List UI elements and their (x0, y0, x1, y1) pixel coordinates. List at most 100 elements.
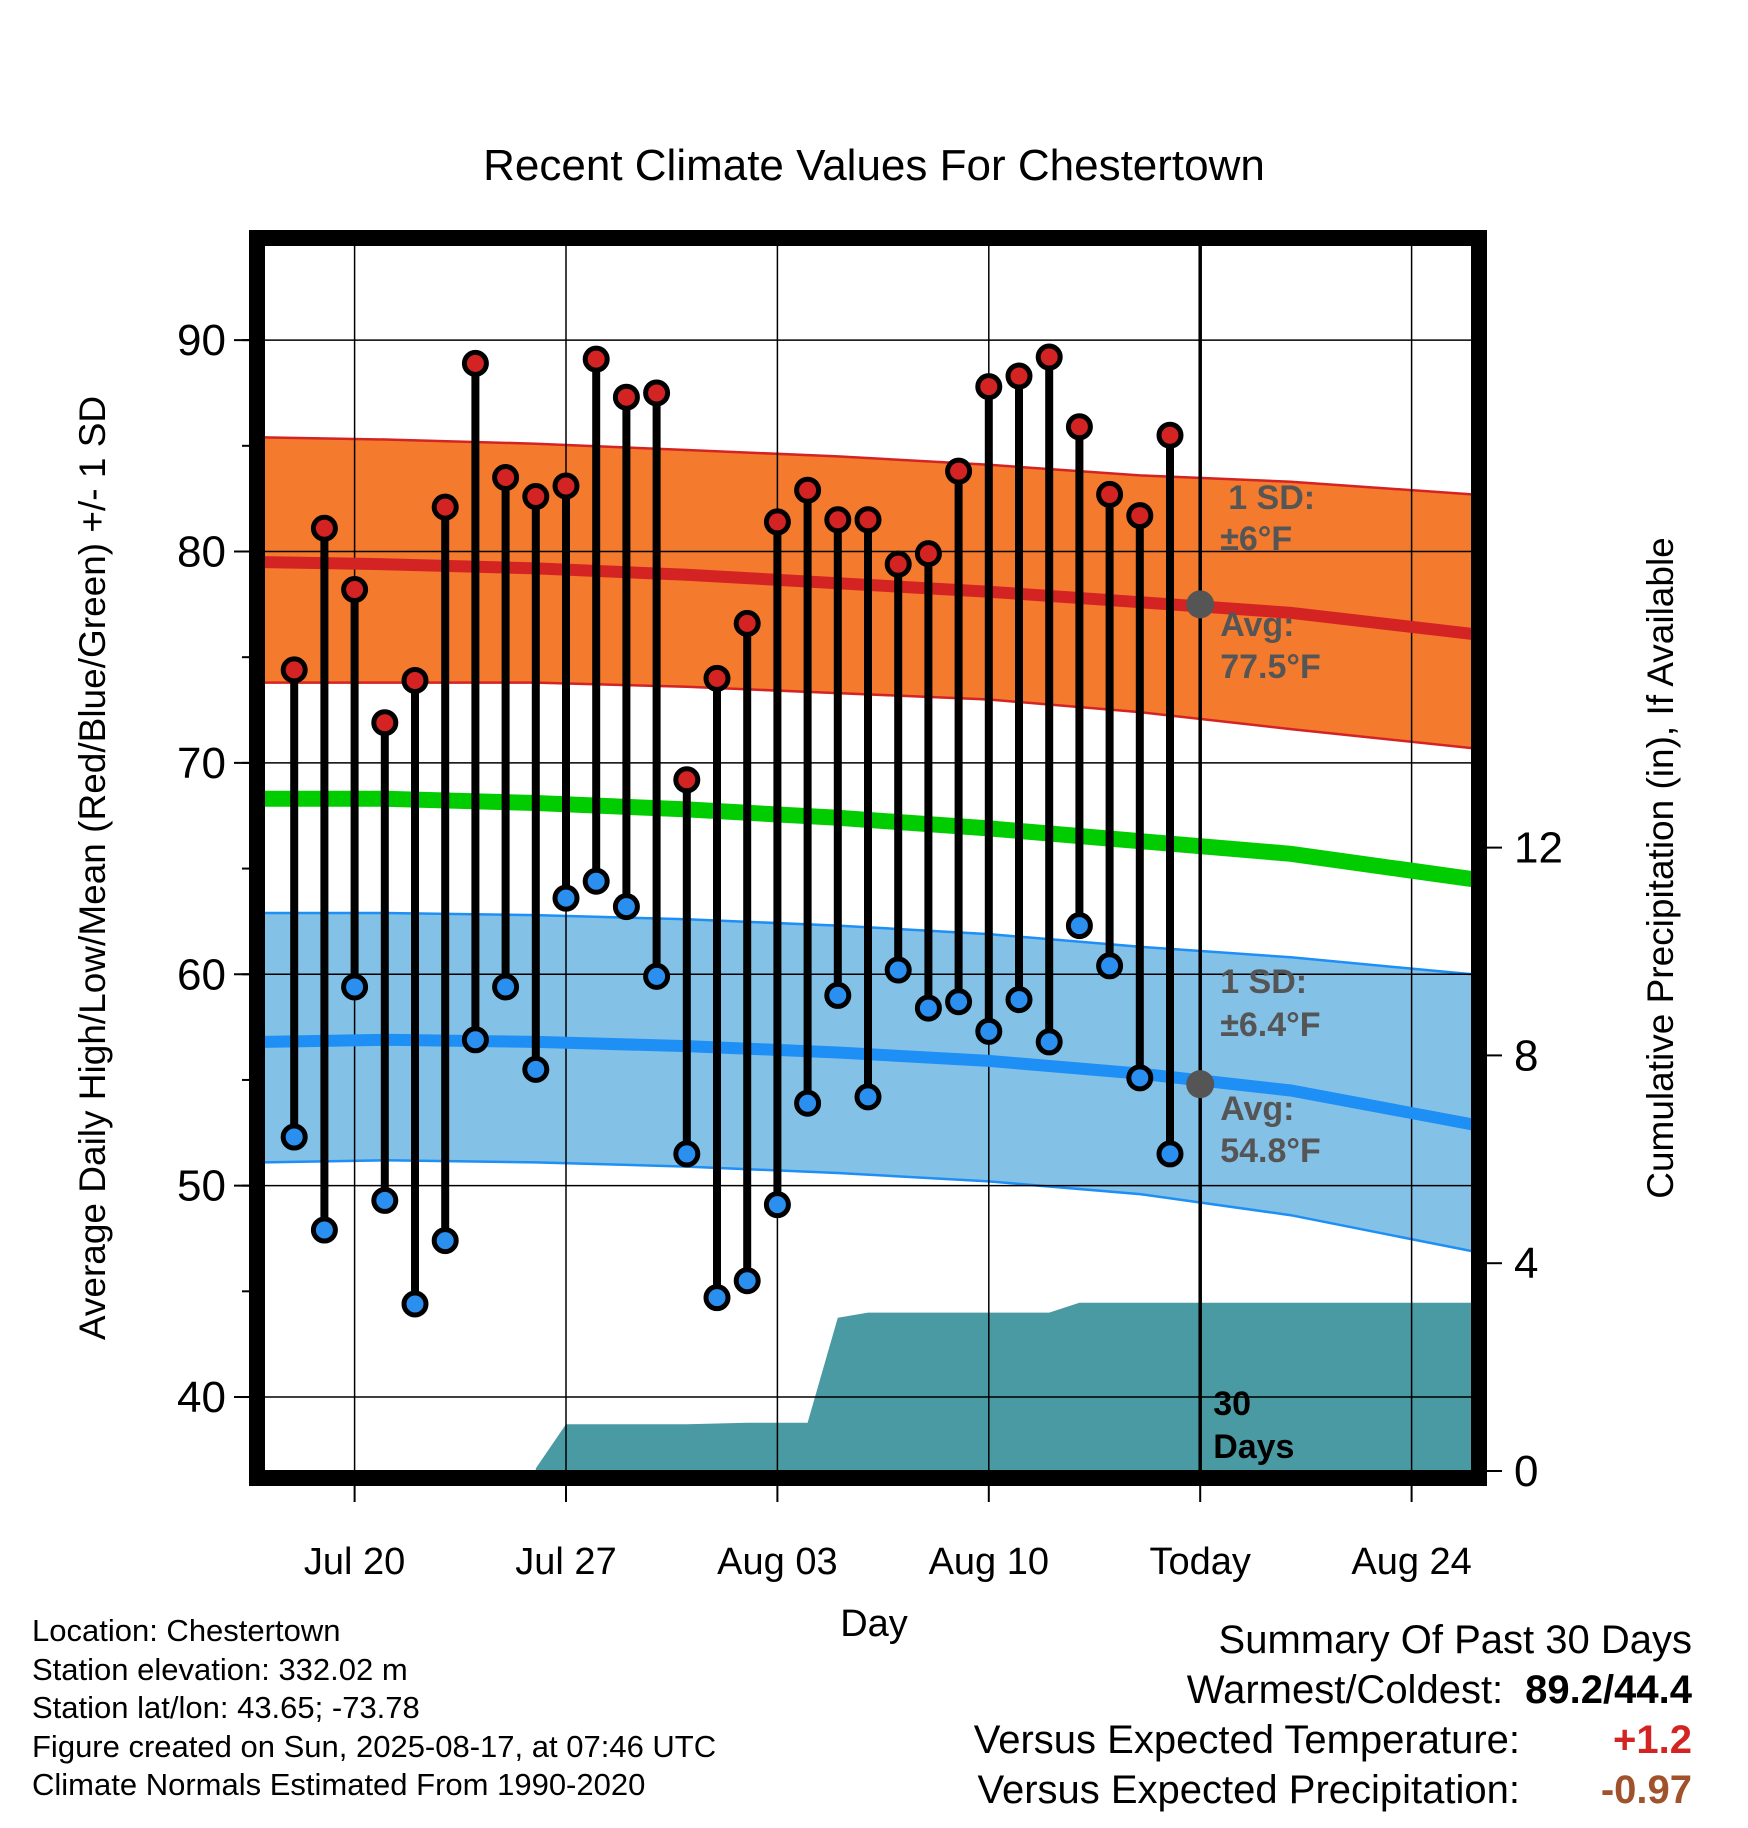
daily-low-point (945, 988, 973, 1016)
x-tick-label: Today (1149, 1541, 1250, 1583)
daily-high-point (763, 508, 791, 536)
daily-high-point (854, 506, 882, 534)
summary-warmest-value: 89.2/44.4 (1525, 1668, 1692, 1712)
daily-high-point (492, 464, 520, 492)
daily-low-point (854, 1083, 882, 1111)
today-low-normal-marker (1186, 1070, 1215, 1099)
daily-low-point (1065, 912, 1093, 940)
summary-temp-row: Versus Expected Temperature: +1.2 (974, 1715, 1692, 1765)
low-avg-value: 54.8°F (1220, 1132, 1321, 1170)
normals-period: Climate Normals Estimated From 1990-2020 (32, 1767, 646, 1803)
daily-low-point (884, 956, 912, 984)
low-avg-label: Avg: (1220, 1090, 1294, 1128)
daily-high-point (401, 666, 429, 694)
summary-precip-value: -0.97 (1600, 1768, 1692, 1812)
x-axis-label: Day (840, 1603, 908, 1645)
daily-low-point (703, 1284, 731, 1312)
high-sd-label: 1 SD: (1228, 479, 1315, 517)
summary-heading: Summary Of Past 30 Days (1218, 1618, 1692, 1662)
high-avg-label: Avg: (1220, 606, 1294, 644)
daily-high-point (431, 493, 459, 521)
daily-low-point (824, 981, 852, 1009)
daily-high-point (371, 709, 399, 737)
daily-low-point (401, 1290, 429, 1318)
station-info: Location: Chestertown Station elevation:… (32, 1612, 716, 1805)
daily-high-point (703, 664, 731, 692)
daily-high-point (582, 345, 610, 373)
days-count-label: 30 (1213, 1385, 1251, 1423)
y2-tick-label: 12 (1514, 824, 1563, 873)
daily-low-point (1005, 986, 1033, 1014)
station-location: Location: Chestertown (32, 1613, 341, 1648)
plot-content (264, 245, 1472, 1471)
high-avg-value: 77.5°F (1220, 648, 1321, 686)
high-sd-upper-edge (264, 436, 1472, 496)
low-sd-label: 1 SD: (1220, 963, 1307, 1001)
daily-low-point (1156, 1140, 1184, 1168)
daily-high-point (341, 576, 369, 604)
daily-low-point (522, 1055, 550, 1083)
y-tick-label: 50 (177, 1162, 226, 1211)
chart-title: Recent Climate Values For Chestertown (483, 141, 1265, 190)
daily-high-point (673, 766, 701, 794)
daily-high-point (1005, 362, 1033, 390)
daily-low-point (461, 1026, 489, 1054)
y-axis-label: Average Daily High/Low/Mean (Red/Blue/Gr… (72, 396, 113, 1340)
daily-high-point (1126, 502, 1154, 530)
y-tick-label: 90 (177, 316, 226, 365)
daily-low-point (612, 893, 640, 921)
summary-precip-row: Versus Expected Precipitation: -0.97 (974, 1765, 1692, 1815)
station-elevation: Station elevation: 332.02 m (32, 1651, 408, 1687)
y2-tick-label: 4 (1514, 1239, 1538, 1288)
daily-low-point (673, 1140, 701, 1168)
y-tick-label: 40 (177, 1373, 226, 1422)
daily-high-point (945, 457, 973, 485)
summary-warmest-label: Warmest/Coldest: (1186, 1668, 1504, 1712)
daily-low-point (280, 1123, 308, 1151)
daily-high-point (824, 506, 852, 534)
daily-high-point (884, 550, 912, 578)
x-tick-label: Aug 24 (1351, 1541, 1471, 1583)
daily-high-point (280, 656, 308, 684)
daily-low-point (763, 1191, 791, 1219)
daily-low-point (1096, 952, 1124, 980)
figure-created: Figure created on Sun, 2025-08-17, at 07… (32, 1728, 717, 1764)
y2-axis-label: Cumulative Precipitation (in), If Availa… (1640, 537, 1681, 1199)
daily-low-point (1035, 1028, 1063, 1056)
daily-low-point (552, 884, 580, 912)
x-tick-label: Aug 10 (929, 1541, 1049, 1583)
y-tick-label: 80 (177, 528, 226, 577)
daily-low-point (1126, 1064, 1154, 1092)
summary-warmest-row: Warmest/Coldest: 89.2/44.4 (974, 1665, 1692, 1715)
days-unit-label: Days (1213, 1428, 1294, 1466)
daily-low-point (371, 1186, 399, 1214)
low-sd-lower-edge (264, 1159, 1472, 1253)
low-sd-value: ±6.4°F (1220, 1006, 1320, 1044)
station-latlon: Station lat/lon: 43.65; -73.78 (32, 1690, 420, 1726)
summary-temp-label: Versus Expected Temperature: (973, 1718, 1520, 1762)
daily-low-point (582, 867, 610, 895)
x-tick-label: Jul 20 (304, 1541, 405, 1583)
daily-high-point (552, 472, 580, 500)
daily-low-point (431, 1227, 459, 1255)
daily-high-point (733, 609, 761, 637)
y2-tick-label: 0 (1514, 1447, 1538, 1496)
daily-low-point (310, 1216, 338, 1244)
daily-low-point (643, 962, 671, 990)
summary-temp-value: +1.2 (1613, 1718, 1692, 1762)
daily-low-point (733, 1267, 761, 1295)
daily-high-point (643, 379, 671, 407)
daily-high-point (1096, 480, 1124, 508)
daily-high-point (1065, 413, 1093, 441)
low-normal-line (264, 1033, 1472, 1131)
daily-low-point (975, 1017, 1003, 1045)
daily-low-point (492, 973, 520, 1001)
daily-high-point (310, 514, 338, 542)
daily-high-point (975, 373, 1003, 401)
high-sd-value: ±6°F (1220, 520, 1292, 558)
y-tick-label: 60 (177, 950, 226, 999)
y2-tick-label: 8 (1514, 1031, 1538, 1080)
daily-low-point (341, 973, 369, 1001)
